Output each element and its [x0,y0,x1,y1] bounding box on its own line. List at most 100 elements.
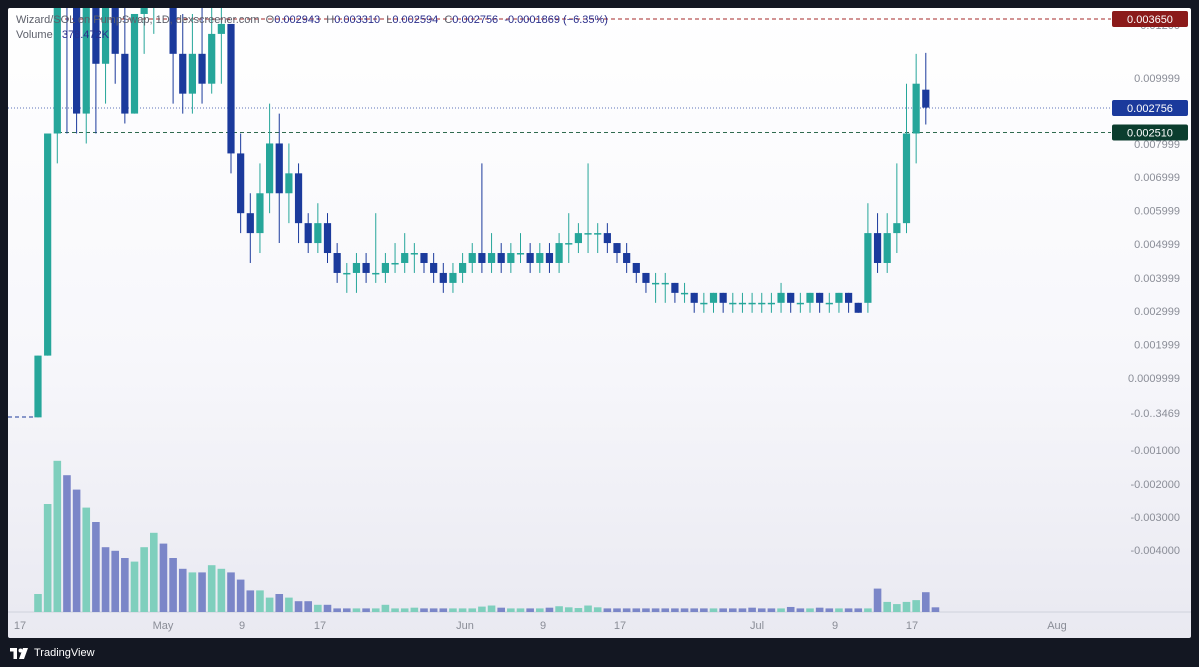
candle-body [806,292,814,303]
volume-bar [333,608,341,612]
x-tick-label: 17 [906,620,918,632]
symbol-title[interactable]: Wizard/SOL on PumpSwap, 1D, dexscreener.… [16,14,260,26]
footer: TradingView [10,645,95,661]
candle-body [294,173,303,224]
candle-body [333,253,341,273]
volume-bar [188,572,197,612]
candle-body [816,292,824,303]
candle-body [642,272,650,283]
volume-bar [593,607,602,612]
candle-body [661,282,669,285]
volume-bar [304,601,312,612]
volume-bar [700,608,708,612]
close-value: 0.002756 [452,14,499,26]
y-tick-label: -0.002000 [1130,479,1180,491]
volume-bar [92,522,100,612]
volume-bar [825,608,834,612]
candle-body [507,253,515,263]
volume-bar [150,532,158,612]
x-tick-label: 9 [239,620,245,632]
volume-bar [111,550,119,612]
candle-body [468,253,476,263]
candle-body [873,233,882,263]
x-tick-label: 17 [14,620,26,632]
volume-bar [613,608,621,612]
candle-body [690,292,698,303]
volume-bar [931,607,940,612]
tradingview-brand[interactable]: TradingView [34,647,95,659]
candle-body [825,302,833,305]
candle-body [111,8,119,54]
candle-body [420,253,428,263]
volume-bar [352,608,361,612]
candle-body [208,33,216,84]
candle-body [700,302,708,305]
x-tick-label: 17 [314,620,326,632]
volume-bar [43,504,52,612]
candle-body [439,272,447,283]
price-tag-label: 0.002756 [1127,103,1173,115]
low-value: 0.002594 [392,14,439,26]
candle-body [922,89,930,108]
volume-bar [34,594,42,612]
candle-body [584,233,592,235]
candle-body [304,223,312,244]
volume-bar [468,608,477,612]
volume-bar [603,608,612,612]
candle-body [912,83,920,134]
volume-bar [285,597,293,612]
candle-body [179,53,187,94]
volume-bar [420,608,428,612]
volume-bar [72,489,81,612]
candle-body [758,302,766,305]
volume-bar [661,608,670,612]
tradingview-logo-icon[interactable] [10,647,28,659]
y-tick-label: 0.007999 [1134,139,1180,151]
candle-body [227,23,235,154]
candle-body [574,233,582,244]
volume-bar [169,558,177,612]
volume-bar [574,608,583,612]
x-axis: 17 May 9 17 Jun 9 17 Jul 9 17 Aug [14,620,1067,632]
volume-bar [497,607,505,612]
volume-bar [371,608,380,612]
y-tick-label: -0.001000 [1130,445,1180,457]
y-tick-label: 0.004999 [1134,239,1180,251]
price-tag [1112,10,1188,27]
candle-body [487,253,496,263]
candle-body [362,262,370,273]
candle-body [352,262,361,273]
candle-body [121,53,129,114]
volume-bar [893,604,901,612]
price-tag [1112,124,1188,141]
candle-body [44,133,52,356]
candle-body [410,253,418,255]
candle-body [680,292,689,295]
volume-bar [410,607,419,612]
volume-bar [873,588,882,612]
candle-body [845,292,853,303]
candle-body [401,253,409,263]
volume-bar [343,608,351,612]
candle-body [285,173,293,194]
legend-volume: Volume 378.472K [16,29,109,41]
candle-body [372,272,380,275]
volume-bar [709,608,718,612]
volume-bar [680,608,689,612]
candle-body [449,272,457,283]
candle-body [902,133,911,224]
candle-body [883,233,891,263]
x-tick-label: 9 [540,620,546,632]
candle-body [526,253,534,263]
volume-bar [275,594,284,612]
y-tick-label: 0.0009999 [1128,373,1180,385]
volume-bar [53,460,62,612]
chart-panel[interactable]: 0.012000.0099990.0089990.0079990.0069990… [8,8,1191,638]
y-tick-label: 0.003999 [1134,273,1180,285]
volume-bar [748,607,756,612]
candle-body [256,193,264,234]
price-chart[interactable]: 0.012000.0099990.0089990.0079990.0069990… [8,8,1191,638]
volume-bar [719,608,727,612]
volume-label: Volume [16,29,53,41]
volume-bar [564,607,573,612]
